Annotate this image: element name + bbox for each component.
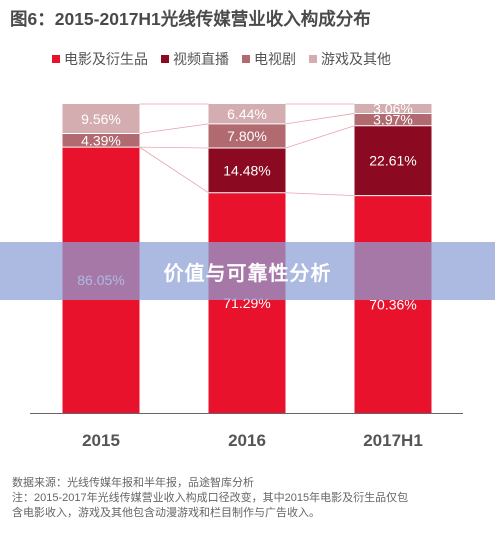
- x-tick-label: 2015: [82, 431, 120, 450]
- bar-segment: [208, 192, 286, 413]
- legend-swatch: [52, 55, 60, 63]
- x-tick-label: 2017H1: [363, 431, 423, 450]
- legend-label: 视频直播: [173, 51, 229, 67]
- legend-item: 视频直播: [161, 49, 229, 69]
- bar-segment: [354, 125, 432, 196]
- legend-label: 电视剧: [254, 51, 296, 67]
- connector-line: [139, 123, 209, 134]
- bar-segment: [208, 123, 286, 148]
- data-label: 22.61%: [369, 153, 416, 169]
- bar-segment: [62, 104, 140, 134]
- connector-line: [139, 146, 209, 194]
- bar-segment: [62, 133, 140, 148]
- bar-segment: [208, 147, 286, 193]
- connector-line: [285, 125, 355, 149]
- bar-segment: [354, 113, 432, 126]
- stacked-bar-chart: 86.05%4.39%9.56%71.29%14.48%7.80%6.44%70…: [30, 101, 463, 450]
- source-line: 数据来源：光线传媒年报和半年报，品途智库分析: [12, 477, 254, 489]
- legend: 电影及衍生品 视频直播 电视剧 游戏及其他: [52, 50, 404, 68]
- x-tick-label: 2016: [228, 431, 266, 450]
- legend-item: 电影及衍生品: [52, 49, 148, 69]
- legend-swatch: [309, 55, 317, 63]
- data-label: 7.80%: [227, 128, 267, 144]
- connector-line: [139, 146, 209, 149]
- legend-label: 游戏及其他: [321, 51, 391, 67]
- connector-line: [285, 192, 355, 196]
- data-label: 3.97%: [373, 112, 413, 128]
- legend-item: 游戏及其他: [309, 49, 391, 69]
- overlay-banner-text: 价值与可靠性分析: [163, 260, 332, 285]
- chart-title: 图6：2015-2017H1光线传媒营业收入构成分布: [10, 9, 371, 29]
- legend-swatch: [242, 55, 250, 63]
- data-label: 70.36%: [369, 296, 416, 312]
- source-notes: 数据来源：光线传媒年报和半年报，品途智库分析 注：2015-2017年光线传媒营…: [12, 476, 487, 521]
- bar-group: [354, 104, 432, 413]
- note-line-1: 注：2015-2017年光线传媒营业收入构成口径改变，其中2015年电影及衍生品…: [12, 492, 409, 504]
- data-label: 9.56%: [81, 111, 121, 127]
- legend-swatch: [161, 55, 169, 63]
- connector-line: [285, 113, 355, 125]
- bar-group: [208, 103, 286, 413]
- bar-segment: [208, 103, 286, 124]
- legend-label: 电影及衍生品: [64, 51, 148, 67]
- bar-segment: [354, 104, 432, 114]
- overlay-banner: 价值与可靠性分析: [0, 242, 495, 300]
- data-label: 6.44%: [227, 106, 267, 122]
- data-label: 4.39%: [81, 132, 121, 148]
- legend-item: 电视剧: [242, 49, 296, 69]
- data-label: 14.48%: [223, 162, 270, 178]
- note-line-2: 含电影收入，游戏及其他包含动漫游戏和栏目制作与广告收入。: [12, 507, 320, 519]
- data-label: 3.06%: [373, 101, 413, 117]
- connector-lines: [139, 103, 355, 196]
- bar-segment: [354, 195, 432, 413]
